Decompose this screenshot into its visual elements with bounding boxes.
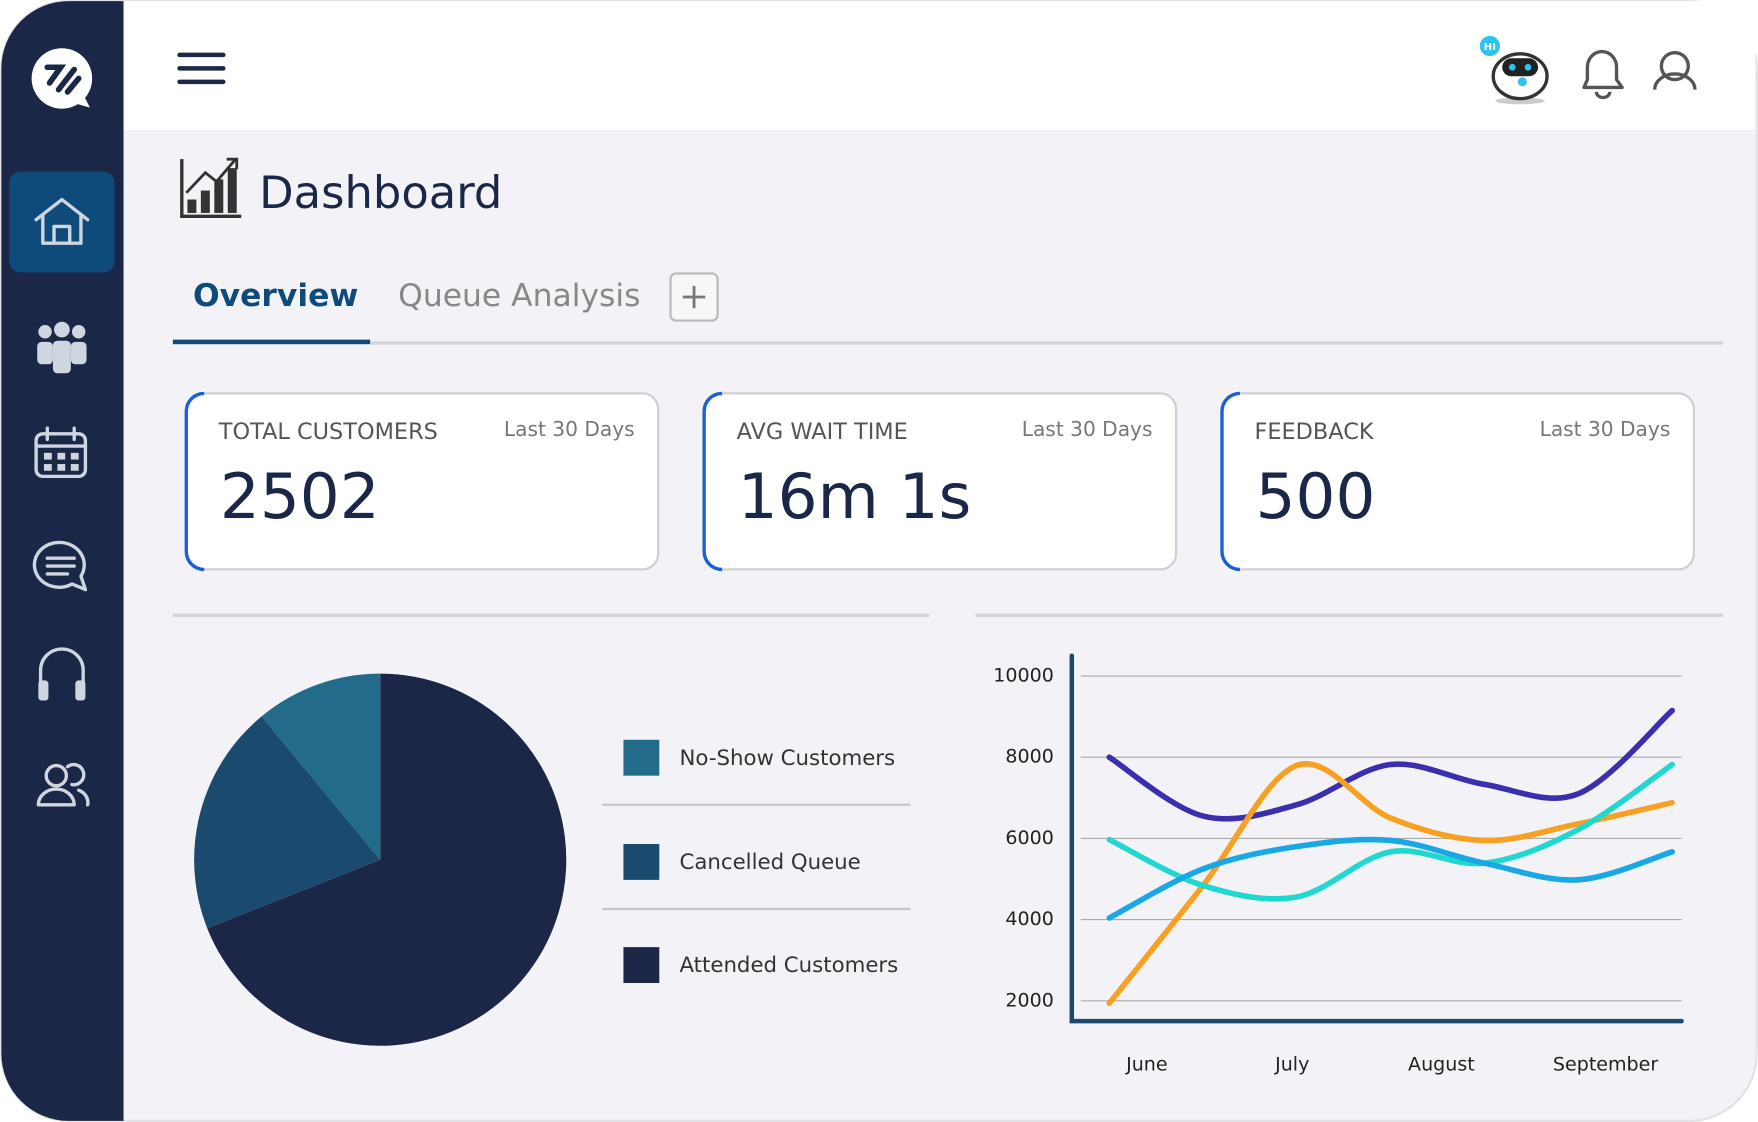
y-tick-label: 6000 — [1005, 827, 1053, 849]
tab-queue-analysis[interactable]: Queue Analysis — [398, 278, 640, 314]
add-tab-button[interactable] — [669, 272, 719, 322]
legend-swatch — [623, 739, 660, 776]
nav-home[interactable] — [9, 171, 115, 273]
card-period: Last 30 Days — [504, 417, 635, 441]
card-label: TOTAL CUSTOMERS — [218, 419, 438, 445]
tab-overview[interactable]: Overview — [193, 278, 358, 314]
x-tick-label: September — [1553, 1053, 1658, 1075]
legend-swatch — [623, 844, 660, 880]
card-period: Last 30 Days — [1022, 417, 1153, 441]
series-line — [1106, 761, 1675, 902]
nav-chat[interactable] — [32, 540, 88, 592]
legend-label: Cancelled Queue — [679, 850, 860, 875]
x-tick-label: June — [1125, 1053, 1167, 1075]
legend-label: No-Show Customers — [679, 746, 895, 771]
card-value: 2502 — [220, 460, 380, 533]
nav-calendar[interactable] — [34, 426, 88, 479]
page-title: Dashboard — [259, 166, 502, 219]
card-label: AVG WAIT TIME — [737, 419, 908, 445]
card-value: 16m 1s — [738, 460, 972, 533]
logo — [31, 48, 93, 109]
nav-groups[interactable] — [37, 321, 87, 374]
nav-support[interactable] — [38, 647, 86, 701]
home-icon — [34, 197, 90, 245]
sidebar — [1, 1, 124, 1121]
x-tick-label: August — [1408, 1053, 1475, 1075]
card-accent — [702, 391, 723, 572]
x-tick-label: July — [1274, 1053, 1309, 1075]
y-tick-label: 4000 — [1005, 908, 1053, 930]
chatbot[interactable]: HI — [1479, 35, 1549, 105]
card-label: FEEDBACK — [1254, 419, 1374, 445]
y-tick-label: 8000 — [1005, 746, 1053, 768]
card-accent — [184, 391, 205, 572]
card-period: Last 30 Days — [1540, 417, 1671, 441]
series-line — [1106, 836, 1675, 921]
profile[interactable] — [1652, 51, 1697, 90]
notifications[interactable] — [1582, 49, 1624, 100]
pie-slice — [261, 673, 381, 860]
series-line — [1106, 707, 1675, 822]
bot-badge: HI — [1484, 42, 1496, 53]
card-accent — [1220, 391, 1241, 572]
series-line — [1106, 760, 1675, 1007]
topbar — [123, 1, 1756, 131]
axes — [1069, 653, 1684, 1024]
y-tick-label: 2000 — [1005, 989, 1053, 1011]
menu-button[interactable] — [177, 52, 226, 85]
pie-slice — [207, 673, 567, 1046]
pie-slice — [194, 716, 381, 929]
card-value: 500 — [1256, 460, 1376, 533]
nav-users[interactable] — [36, 762, 90, 807]
legend-label: Attended Customers — [679, 953, 898, 978]
y-tick-label: 10000 — [993, 665, 1054, 687]
title-icon — [180, 157, 242, 219]
legend-swatch — [623, 947, 660, 984]
